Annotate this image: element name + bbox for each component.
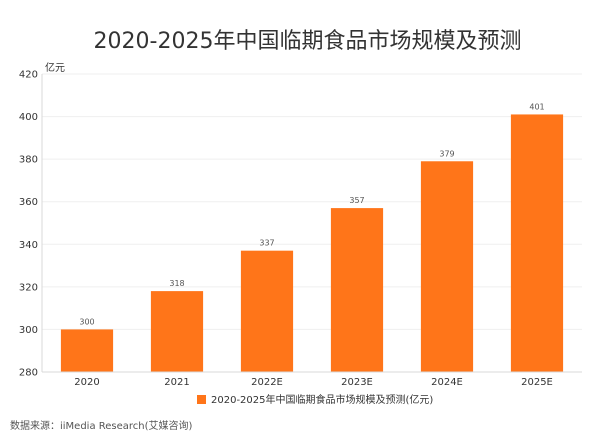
y-tick-label: 380 bbox=[19, 155, 38, 166]
y-tick-label: 320 bbox=[19, 282, 38, 293]
x-tick-label-2020: 2020 bbox=[74, 377, 99, 388]
y-tick-label: 300 bbox=[19, 325, 38, 336]
y-tick-label: 400 bbox=[19, 112, 38, 123]
bar-2021 bbox=[150, 291, 204, 372]
x-axis-ticks: 2020 2021 2022E 2023E 2024E 2025E bbox=[74, 377, 553, 388]
y-tick-label: 360 bbox=[19, 197, 38, 208]
legend-swatch bbox=[197, 395, 206, 404]
bar-2023E bbox=[330, 208, 384, 372]
x-tick-label-2024E: 2024E bbox=[431, 377, 463, 388]
x-tick-label-2021: 2021 bbox=[164, 377, 189, 388]
chart-title: 2020-2025年中国临期食品市场规模及预测 bbox=[94, 29, 522, 54]
bar-2022E bbox=[240, 250, 294, 372]
y-axis-ticks: 280 300 320 340 360 380 400 420 bbox=[19, 70, 38, 379]
data-label-2021: 318 bbox=[169, 279, 184, 288]
legend-label: 2020-2025年中国临期食品市场规模及预测(亿元) bbox=[211, 393, 433, 406]
bar-2020 bbox=[60, 329, 114, 372]
data-label-2022E: 337 bbox=[259, 239, 274, 248]
data-label-2025E: 401 bbox=[529, 102, 544, 111]
bar-2024E bbox=[420, 161, 474, 372]
gridlines bbox=[42, 73, 582, 330]
bars bbox=[60, 114, 564, 372]
x-tick-label-2025E: 2025E bbox=[521, 377, 553, 388]
data-labels: 300 318 337 357 379 401 bbox=[79, 102, 544, 326]
data-label-2023E: 357 bbox=[349, 196, 364, 205]
y-tick-label: 280 bbox=[19, 368, 38, 379]
y-tick-label: 420 bbox=[19, 70, 38, 81]
legend: 2020-2025年中国临期食品市场规模及预测(亿元) bbox=[197, 393, 433, 406]
data-label-2024E: 379 bbox=[439, 149, 454, 158]
y-tick-label: 340 bbox=[19, 240, 38, 251]
bar-2025E bbox=[510, 114, 564, 372]
x-tick-label-2023E: 2023E bbox=[341, 377, 373, 388]
data-label-2020: 300 bbox=[79, 317, 94, 326]
source-note: 数据来源：iiMedia Research(艾媒咨询) bbox=[10, 419, 193, 432]
x-tick-label-2022E: 2022E bbox=[251, 377, 283, 388]
y-axis-unit: 亿元 bbox=[45, 61, 65, 74]
